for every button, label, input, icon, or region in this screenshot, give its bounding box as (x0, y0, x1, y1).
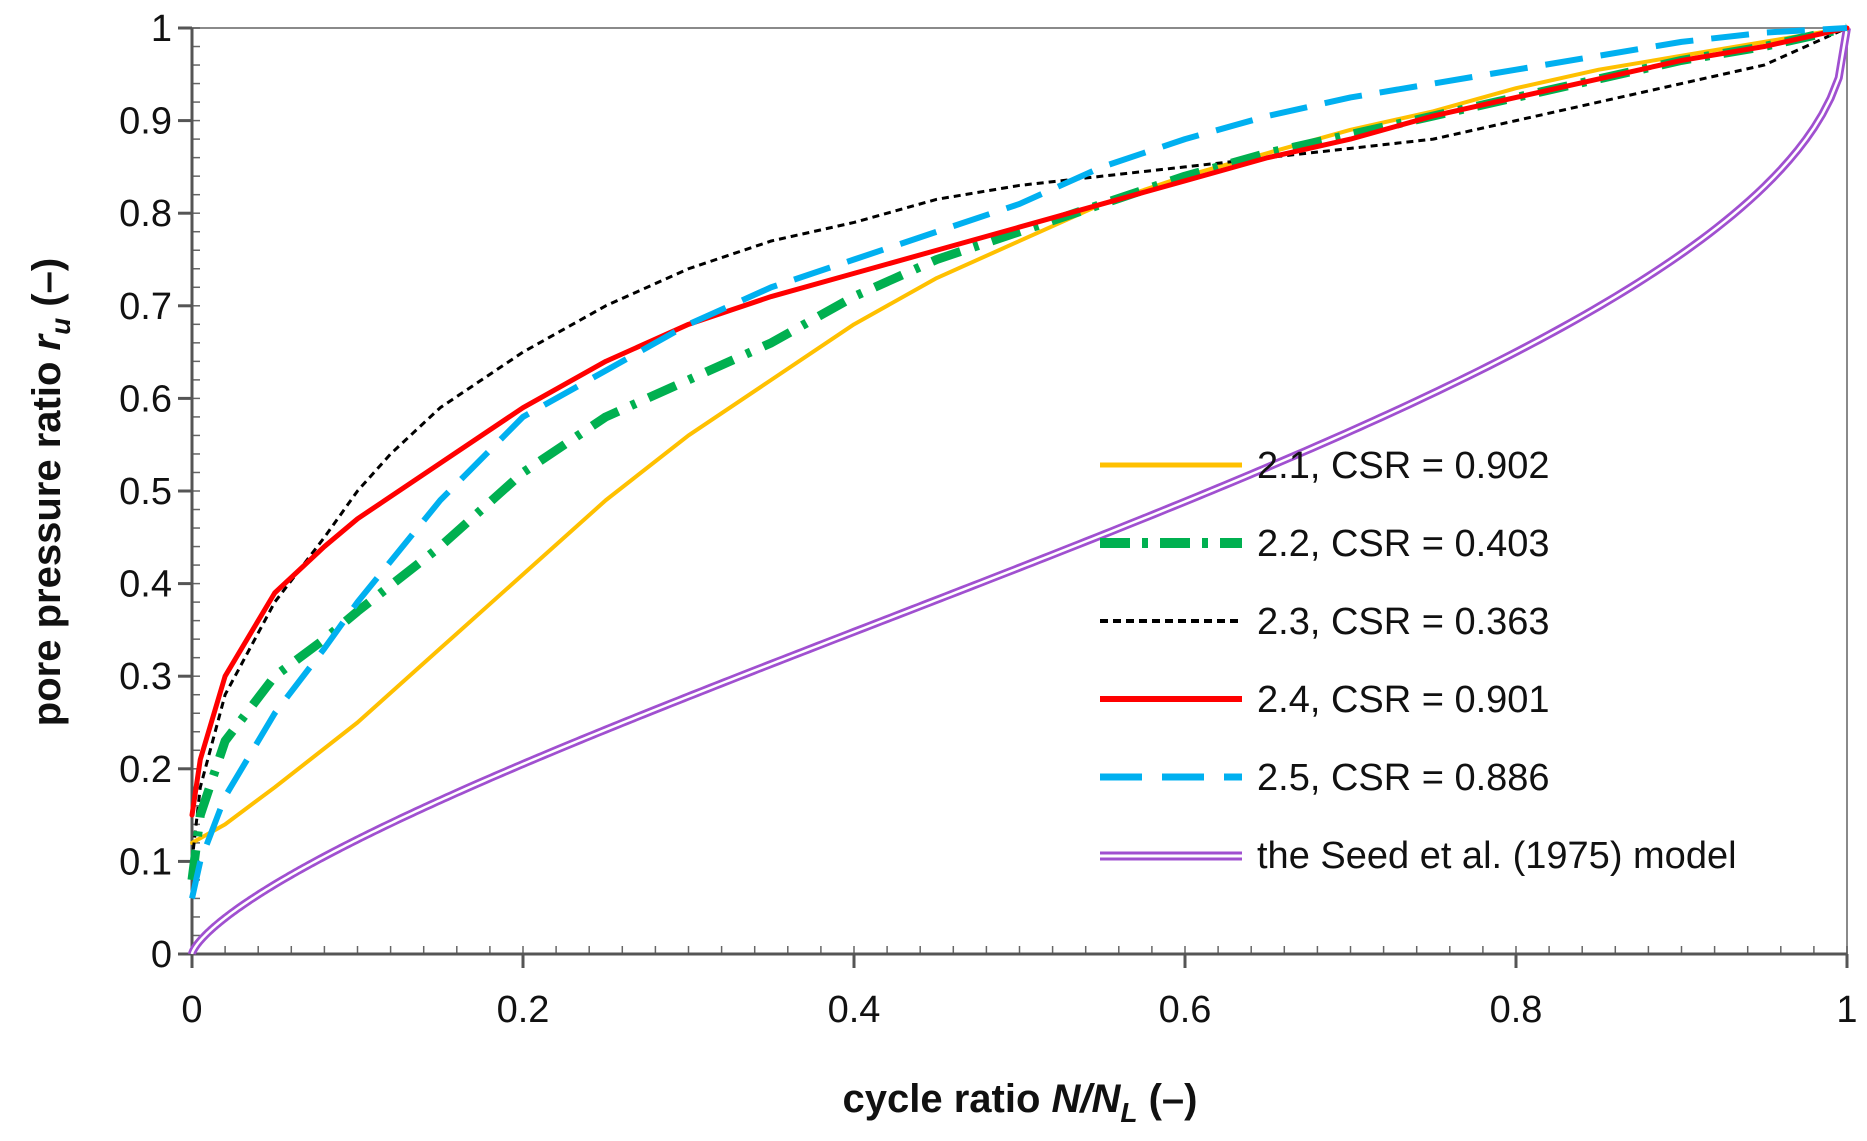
x-axis-title: cycle ratio N/NL (–) (842, 1077, 1197, 1128)
legend: 2.1, CSR = 0.902 2.2, CSR = 0.403 2.3, C… (1100, 445, 1737, 877)
series-line-2-4 (189, 25, 1850, 818)
x-axis-title-main: cycle ratio (842, 1077, 1051, 1121)
series-line-2-1 (190, 26, 1849, 845)
x-axis-title-unit: (–) (1138, 1077, 1198, 1121)
legend-label: 2.1, CSR = 0.902 (1257, 445, 1550, 487)
x-tick-label: 0.8 (1490, 989, 1543, 1031)
legend-entry: 2.1, CSR = 0.902 (1100, 445, 1550, 487)
y-tick-label: 0.1 (119, 841, 172, 883)
y-tick-label: 0.5 (119, 471, 172, 513)
y-tick-label: 0 (151, 934, 172, 976)
x-tick-labels: 0 0.2 0.4 0.6 0.8 1 (181, 989, 1857, 1031)
y-axis-title-unit: (–) (25, 258, 69, 318)
y-tick-label: 1 (151, 8, 172, 50)
legend-entry: 2.5, CSR = 0.886 (1100, 757, 1550, 799)
y-tick-labels: 0 0.1 0.2 0.3 0.4 0.5 0.6 0.7 0.8 0.9 1 (119, 8, 172, 976)
x-tick-label: 0.6 (1159, 989, 1212, 1031)
legend-entry: 2.2, CSR = 0.403 (1100, 523, 1550, 565)
x-major-ticks (190, 954, 1849, 968)
y-axis-title-main: pore pressure ratio (25, 351, 69, 727)
y-tick-label: 0.3 (119, 656, 172, 698)
series-line-seed-model-inner (190, 27, 1849, 956)
x-tick-label: 0.4 (828, 989, 881, 1031)
series-lines (187, 23, 1851, 958)
legend-label: 2.4, CSR = 0.901 (1257, 679, 1550, 721)
y-axis-title-sub: u (45, 318, 76, 335)
y-major-ticks (178, 26, 192, 956)
x-axis-title-sub: L (1120, 1097, 1137, 1128)
x-tick-label: 0 (181, 989, 202, 1031)
x-tick-label: 0.2 (497, 989, 550, 1031)
y-axis-title: pore pressure ratio ru (–) (25, 258, 76, 726)
legend-label: 2.3, CSR = 0.363 (1257, 601, 1550, 643)
y-tick-label: 0.4 (119, 564, 172, 606)
x-axis-title-italic: N/N (1052, 1077, 1122, 1121)
y-axis-title-italic: r (25, 333, 69, 351)
legend-label: the Seed et al. (1975) model (1257, 835, 1737, 877)
legend-entry: 2.3, CSR = 0.363 (1100, 601, 1550, 643)
legend-entry: the Seed et al. (1975) model (1100, 835, 1737, 877)
y-tick-label: 0.7 (119, 286, 172, 328)
y-tick-label: 0.6 (119, 378, 172, 420)
x-tick-label: 1 (1836, 989, 1857, 1031)
series-line-2-3 (190, 26, 1848, 862)
legend-label: 2.2, CSR = 0.403 (1257, 523, 1550, 565)
legend-label: 2.5, CSR = 0.886 (1257, 757, 1550, 799)
y-tick-label: 0.2 (119, 749, 172, 791)
legend-entry: 2.4, CSR = 0.901 (1100, 679, 1550, 721)
y-tick-label: 0.8 (119, 193, 172, 235)
y-tick-label: 0.9 (119, 101, 172, 143)
series-line-2-2 (187, 23, 1848, 881)
